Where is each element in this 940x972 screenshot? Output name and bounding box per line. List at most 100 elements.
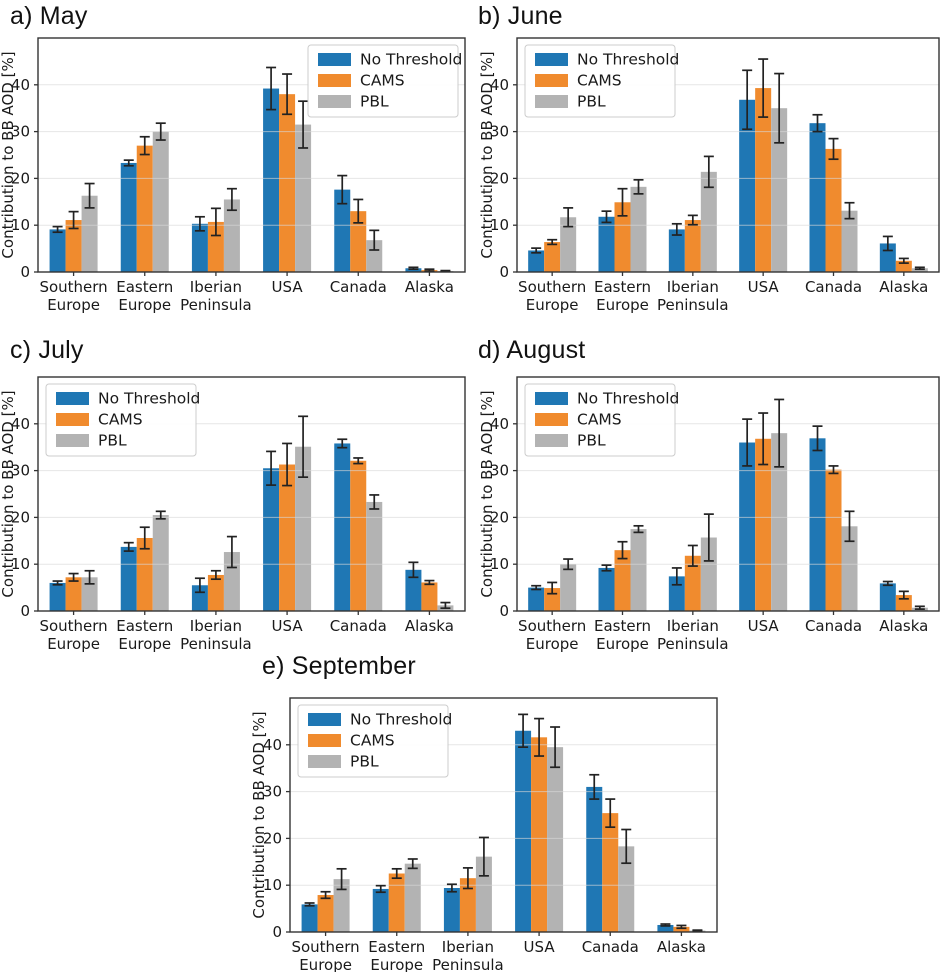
bar-pbl [295,446,312,611]
x-tick-label: Peninsula [180,296,252,314]
bar-no-threshold [120,162,137,272]
y-axis-label: Contribution to BB AOD [%] [250,711,268,918]
bar-pbl [560,564,577,611]
bar-no-threshold [879,583,896,611]
legend-label: PBL [577,93,606,111]
y-tick-label: 20 [490,169,509,187]
legend-label: No Threshold [98,390,200,408]
x-tick-label: Europe [47,635,100,653]
bar-pbl [295,124,312,272]
bar-no-threshold [334,443,351,611]
x-tick-label: Alaska [405,617,454,635]
bar-no-threshold [668,229,685,272]
x-tick-label: Alaska [879,278,928,296]
bar-no-threshold [598,567,615,611]
legend-swatch [308,755,341,768]
legend-swatch [535,53,568,66]
bar-cams [684,220,701,272]
x-tick-label: Europe [370,956,423,972]
x-tick-label: Canada [805,617,862,635]
legend-swatch [535,74,568,87]
bar-cams [614,550,631,611]
legend-label: CAMS [577,72,622,90]
bar-pbl [366,240,383,272]
bar-no-threshold [120,546,137,611]
y-tick-label: 0 [499,602,509,620]
bar-no-threshold [263,468,280,611]
june-bar-chart: 010203040SouthernEuropeEasternEuropeIber… [478,37,940,314]
bar-pbl [700,171,717,272]
bar-no-threshold [191,223,208,272]
panel-june: b) June 0 10 20 30 40 Southern Europe Eastern Eu… [470,0,940,322]
y-tick-label: 30 [11,462,30,480]
bar-pbl [618,846,635,932]
legend-label: CAMS [98,411,143,429]
bar-cams [825,469,842,611]
bar-no-threshold [49,229,66,272]
x-tick-label: Southern [518,617,586,635]
x-tick-label: USA [748,617,780,635]
legend-label: PBL [577,432,606,450]
y-tick-label: 30 [490,123,509,141]
july-bar-chart: 010203040SouthernEuropeEasternEuropeIber… [0,376,466,653]
axis-spine [516,37,940,273]
bar-cams [755,438,772,611]
x-tick-label: USA [272,278,304,296]
y-tick-label: 30 [490,462,509,480]
bar-no-threshold [405,268,422,272]
x-tick-label: Canada [805,278,862,296]
y-tick-label: 20 [11,508,30,526]
bar-cams [65,220,82,272]
x-tick-label: Europe [596,296,649,314]
axis-spine [37,37,466,273]
x-tick-label: Iberian [190,278,242,296]
y-tick-label: 40 [11,76,30,94]
bar-cams [614,202,631,272]
bar-pbl [404,863,421,932]
y-tick-label: 40 [490,76,509,94]
bar-cams [602,813,619,932]
bar-no-threshold [809,123,826,273]
panel-september-title: e) September [262,652,416,680]
legend-swatch [318,53,351,66]
x-tick-label: Europe [118,635,171,653]
bar-pbl [223,199,240,272]
x-tick-label: Southern [39,278,107,296]
panel-july-title: c) July [10,336,84,364]
bar-pbl [630,529,647,611]
bar-cams [531,737,548,932]
x-tick-label: USA [524,938,556,956]
axis-spine [516,376,940,612]
bar-pbl [771,108,788,272]
y-tick-label: 20 [11,169,30,187]
legend-swatch [56,434,89,447]
x-tick-label: Peninsula [657,635,729,653]
bar-cams [136,145,153,272]
x-tick-label: Alaska [405,278,454,296]
x-tick-label: Alaska [879,617,928,635]
legend-label: CAMS [360,72,405,90]
x-tick-label: Iberian [442,938,494,956]
bar-no-threshold [301,904,318,932]
legend-swatch [535,392,568,405]
bar-cams [684,555,701,611]
bar-pbl [81,577,98,611]
bar-cams [317,895,334,932]
y-tick-label: 10 [490,216,509,234]
panel-august-title: d) August [478,336,586,364]
bar-no-threshold [528,250,545,272]
axis-spine [289,697,718,933]
panel-may: a) May 0 10 20 30 40 Southern Europe Eastern Eur… [0,0,470,322]
x-tick-label: Iberian [667,617,719,635]
legend-swatch [56,392,89,405]
y-tick-label: 40 [263,736,282,754]
x-tick-label: Eastern [594,278,651,296]
bar-no-threshold [586,786,603,932]
bar-no-threshold [809,438,826,611]
september-bar-chart: 010203040SouthernEuropeEasternEuropeIber… [250,697,718,972]
bar-pbl [560,217,577,272]
bar-no-threshold [739,99,756,272]
bar-no-threshold [515,730,532,932]
bar-no-threshold [443,888,460,932]
legend-swatch [535,413,568,426]
